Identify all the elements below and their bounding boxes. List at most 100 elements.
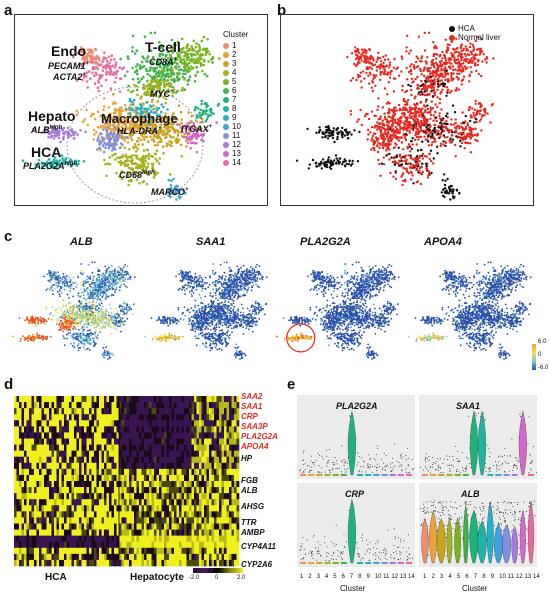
umap-a-point (195, 65, 198, 69)
feature-point (85, 288, 88, 291)
umap-a-point (53, 128, 57, 131)
umap-b-point (436, 68, 439, 72)
umap-a-point (142, 164, 146, 168)
umap-a-point (195, 42, 198, 45)
umap-a-point (180, 37, 184, 41)
umap-a-point (109, 58, 113, 62)
cluster-legend-title: Cluster (223, 30, 249, 39)
umap-b-point (402, 126, 405, 129)
feature-point (133, 276, 136, 279)
umap-a-point (152, 68, 156, 72)
umap-b-point (382, 55, 385, 58)
umap-a-point (178, 48, 182, 51)
umap-a-point (105, 174, 108, 178)
feature-point (62, 306, 64, 308)
umap-b-point (425, 126, 428, 129)
feature-point (89, 276, 91, 278)
feature-point (78, 329, 80, 331)
umap-b-point (478, 53, 481, 56)
feature-point (64, 277, 67, 280)
umap-a-point (106, 126, 110, 129)
umap-b-point (380, 137, 383, 140)
umap-a-point (199, 64, 203, 67)
umap-b-point (402, 106, 405, 109)
umap-a-point (170, 61, 173, 64)
umap-a-point (116, 130, 120, 133)
feature-point (46, 287, 49, 290)
umap-b-point (462, 127, 465, 130)
umap-a-point (177, 68, 181, 72)
umap-a-point (172, 46, 175, 49)
umap-b-point (477, 58, 480, 62)
feature-point (103, 349, 106, 352)
umap-a-point (162, 82, 166, 86)
umap-a-point (127, 179, 131, 183)
umap-b-point (450, 129, 453, 132)
feature-point (98, 278, 100, 281)
feature-point (91, 321, 93, 324)
umap-a-point (92, 128, 96, 132)
umap-a-point (102, 121, 105, 124)
feature-point (53, 274, 56, 277)
umap-b-point (412, 158, 415, 161)
umap-a-point (104, 162, 107, 166)
umap-a-point (103, 51, 106, 55)
umap-a-point (43, 162, 47, 166)
umap-b-point (420, 57, 423, 60)
feature-point (115, 279, 117, 281)
umap-a-point (80, 64, 84, 67)
umap-b-point (428, 85, 431, 89)
umap-a-point (93, 117, 97, 121)
umap-a-point (177, 192, 180, 195)
umap-a-point (160, 75, 163, 78)
umap-a-point (140, 106, 144, 109)
feature-point (106, 351, 109, 354)
umap-b-point (449, 57, 452, 61)
umap-b-point (433, 66, 436, 69)
umap-b-point (405, 103, 409, 106)
umap-a-point (145, 90, 149, 93)
umap-b-point (339, 157, 342, 160)
cluster-legend-label: 13 (232, 149, 241, 158)
feature-point (83, 316, 86, 319)
umap-a-point (131, 117, 134, 121)
umap-a-point (116, 133, 120, 137)
umap-b-point (475, 120, 478, 124)
umap-a-point (108, 138, 112, 142)
feature-point (91, 271, 94, 274)
umap-b-point (432, 82, 435, 85)
umap-b-point (473, 57, 476, 60)
umap-b-point (426, 176, 430, 179)
umap-b-point (381, 144, 384, 147)
umap-a-point (131, 158, 134, 162)
umap-b-point (423, 110, 427, 114)
umap-a-point (106, 162, 110, 165)
umap-b-point (407, 143, 411, 146)
umap-a-point (176, 185, 180, 188)
umap-a-point (112, 71, 116, 74)
feature-point (71, 344, 74, 347)
umap-b-point (472, 59, 475, 62)
umap-a-point (153, 31, 157, 35)
umap-a-point (152, 66, 155, 70)
umap-a-point (108, 156, 112, 159)
umap-a-point (180, 121, 183, 125)
feature-point (105, 268, 108, 271)
umap-a-point (131, 46, 134, 49)
umap-b-point (408, 108, 412, 112)
feature-point (84, 338, 86, 340)
umap-b-point (407, 154, 410, 157)
umap-b-point (470, 70, 473, 74)
umap-b-point (367, 133, 370, 136)
feature-point (96, 294, 99, 297)
umap-a-point (177, 138, 181, 141)
feature-point (81, 313, 84, 316)
umap-b-point (382, 72, 386, 76)
feature-point (67, 302, 70, 305)
umap-b-point (415, 124, 418, 127)
feature-point (96, 334, 99, 337)
label-tcell: T-cell (145, 39, 181, 55)
feature-point (105, 269, 108, 272)
umap-b-point (473, 121, 476, 124)
feature-point (87, 307, 90, 310)
